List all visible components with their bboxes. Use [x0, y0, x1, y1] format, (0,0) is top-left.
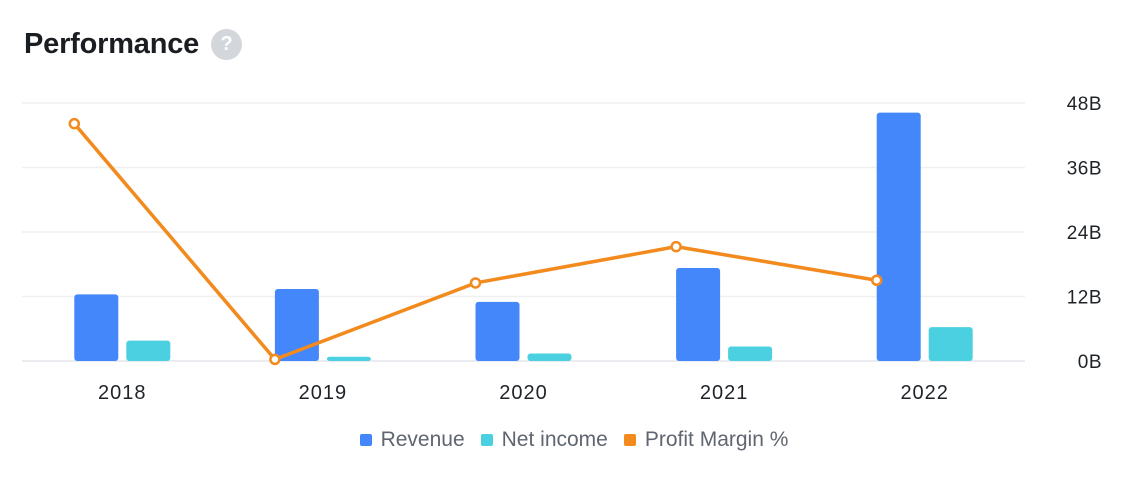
x-tick-label: 2018: [98, 382, 147, 404]
legend-label-revenue: Revenue: [380, 428, 465, 451]
legend-swatch-revenue: [359, 434, 372, 446]
bar-net-income: [326, 356, 371, 361]
point-profit-margin: [870, 274, 883, 287]
bar-revenue: [274, 288, 319, 361]
page-title: Performance: [24, 28, 200, 60]
performance-chart: 0B 12B 24B 36B 48B 2018 2019 2020 2021 2022: [22, 94, 1102, 404]
bar-revenue: [876, 112, 921, 361]
x-tick-label: 2020: [499, 382, 548, 404]
x-tick-label: 2019: [299, 382, 348, 404]
x-tick-label: 2022: [900, 382, 949, 404]
y-tick-label: 12B: [1067, 288, 1102, 309]
legend-item-profit-margin[interactable]: Profit Margin %: [623, 428, 789, 452]
legend-swatch-net-income: [480, 434, 493, 446]
bar-revenue: [74, 294, 119, 361]
chart-legend: Revenue Net income Profit Margin %: [0, 428, 1148, 452]
legend-item-revenue[interactable]: Revenue: [359, 428, 465, 452]
bar-revenue: [475, 301, 520, 361]
bar-net-income: [527, 353, 572, 361]
legend-label-net-income: Net income: [501, 428, 608, 451]
y-tick-label: 36B: [1067, 159, 1102, 180]
bar-net-income: [126, 340, 171, 361]
point-profit-margin: [269, 353, 281, 366]
bar-revenue: [676, 268, 721, 361]
help-icon[interactable]: ?: [211, 29, 243, 60]
y-tick-label: 48B: [1067, 94, 1102, 115]
bar-net-income: [928, 327, 973, 361]
legend-item-net-income[interactable]: Net income: [480, 428, 608, 452]
legend-swatch-profit-margin: [623, 434, 636, 446]
chart-header: Performance ?: [24, 28, 243, 61]
bar-net-income: [728, 346, 773, 361]
x-tick-label: 2021: [700, 382, 749, 404]
point-profit-margin: [469, 277, 482, 289]
y-tick-label: 24B: [1067, 223, 1102, 244]
point-profit-margin: [68, 117, 81, 130]
legend-label-profit-margin: Profit Margin %: [644, 428, 789, 451]
y-tick-label: 0B: [1078, 352, 1102, 373]
point-profit-margin: [670, 240, 682, 253]
